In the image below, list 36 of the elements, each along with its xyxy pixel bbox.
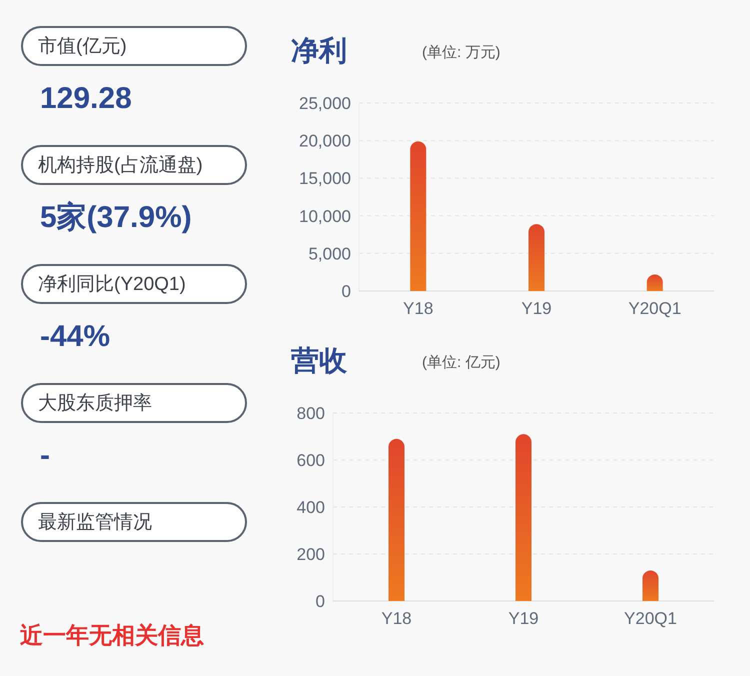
y-tick-label: 200	[296, 545, 325, 564]
x-tick-label: Y18	[381, 609, 412, 628]
text: 大股东质押率	[38, 392, 152, 414]
y-tick-label: 400	[296, 498, 325, 517]
y-tick-label: 5,000	[308, 244, 351, 264]
text: 净利同比(Y20Q1)	[38, 274, 186, 295]
text: 机构持股(占流通盘)	[38, 154, 203, 176]
x-tick-label: Y18	[403, 299, 434, 318]
bar	[528, 224, 544, 291]
x-tick-label: Y20Q1	[624, 609, 677, 628]
y-tick-label: 10,000	[299, 206, 351, 226]
text: 市值(亿元)	[38, 35, 127, 57]
y-tick-label: 20,000	[299, 132, 351, 151]
chart-title: 净利	[291, 35, 347, 66]
y-tick-label: 0	[342, 282, 351, 301]
chart-title: 营收	[290, 345, 348, 376]
x-tick-label: Y19	[508, 609, 539, 628]
x-tick-label: Y20Q1	[628, 299, 682, 318]
chart-subtitle: (单位: 万元)	[422, 44, 500, 61]
text: -	[40, 439, 50, 472]
y-tick-label: 600	[296, 451, 325, 470]
x-tick-label: Y19	[521, 299, 552, 318]
text: 5家(37.9%)	[40, 200, 192, 234]
y-tick-label: 25,000	[299, 94, 351, 113]
text: 最新监管情况	[38, 511, 152, 533]
y-tick-label: 800	[296, 404, 325, 423]
text: 近一年无相关信息	[19, 622, 204, 648]
chart-subtitle: (单位: 亿元)	[422, 354, 500, 371]
bar	[388, 438, 404, 601]
text: -44%	[40, 320, 110, 353]
y-tick-label: 15,000	[299, 169, 351, 188]
text: 129.28	[40, 82, 132, 115]
y-tick-label: 0	[316, 592, 325, 611]
bar	[410, 141, 426, 291]
bar	[516, 434, 532, 601]
bar	[642, 570, 658, 601]
